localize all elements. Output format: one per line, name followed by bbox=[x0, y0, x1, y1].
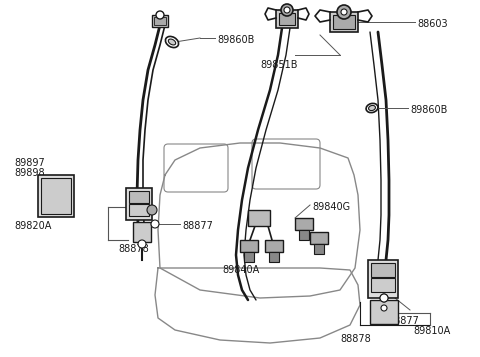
Circle shape bbox=[284, 7, 290, 13]
Ellipse shape bbox=[168, 39, 176, 45]
Text: 88877: 88877 bbox=[388, 316, 419, 326]
Bar bbox=[133, 222, 151, 242]
Bar bbox=[310, 232, 328, 244]
Bar bbox=[154, 17, 166, 25]
Text: 89840A: 89840A bbox=[222, 265, 259, 275]
Bar bbox=[276, 10, 298, 28]
Bar bbox=[129, 204, 149, 216]
Bar bbox=[330, 12, 358, 32]
Text: 88877: 88877 bbox=[182, 221, 213, 231]
Bar bbox=[265, 240, 283, 252]
Circle shape bbox=[147, 205, 157, 215]
Text: 89820A: 89820A bbox=[14, 221, 51, 231]
Bar bbox=[244, 252, 254, 262]
Bar bbox=[41, 178, 71, 214]
Text: 89851B: 89851B bbox=[260, 60, 298, 70]
Text: 89840G: 89840G bbox=[312, 202, 350, 212]
Text: 89860B: 89860B bbox=[410, 105, 447, 115]
Text: 89860B: 89860B bbox=[217, 35, 254, 45]
Bar bbox=[126, 188, 152, 220]
Circle shape bbox=[138, 240, 146, 248]
Bar bbox=[38, 175, 74, 217]
Text: 89810A: 89810A bbox=[413, 326, 450, 336]
Circle shape bbox=[151, 220, 159, 228]
Circle shape bbox=[337, 5, 351, 19]
Bar bbox=[368, 260, 398, 298]
Bar bbox=[248, 210, 270, 226]
Text: 88878: 88878 bbox=[118, 244, 149, 254]
Bar bbox=[371, 263, 395, 277]
Bar bbox=[299, 230, 309, 240]
Bar bbox=[333, 15, 355, 29]
Text: 88878: 88878 bbox=[340, 334, 371, 344]
Ellipse shape bbox=[366, 104, 378, 112]
Bar bbox=[371, 278, 395, 292]
Circle shape bbox=[156, 11, 164, 19]
Bar bbox=[370, 300, 398, 324]
Ellipse shape bbox=[166, 36, 179, 47]
Bar bbox=[314, 244, 324, 254]
Text: 89898: 89898 bbox=[14, 168, 45, 178]
Text: 89897: 89897 bbox=[14, 158, 45, 168]
Bar bbox=[295, 218, 313, 230]
Circle shape bbox=[381, 305, 387, 311]
Bar bbox=[129, 191, 149, 203]
Ellipse shape bbox=[369, 105, 375, 111]
Text: 88603: 88603 bbox=[417, 19, 448, 29]
Circle shape bbox=[281, 4, 293, 16]
Bar bbox=[269, 252, 279, 262]
Bar bbox=[152, 15, 168, 27]
Circle shape bbox=[380, 294, 388, 302]
Bar bbox=[279, 13, 295, 25]
Bar bbox=[240, 240, 258, 252]
Circle shape bbox=[380, 294, 388, 302]
Circle shape bbox=[341, 9, 347, 15]
